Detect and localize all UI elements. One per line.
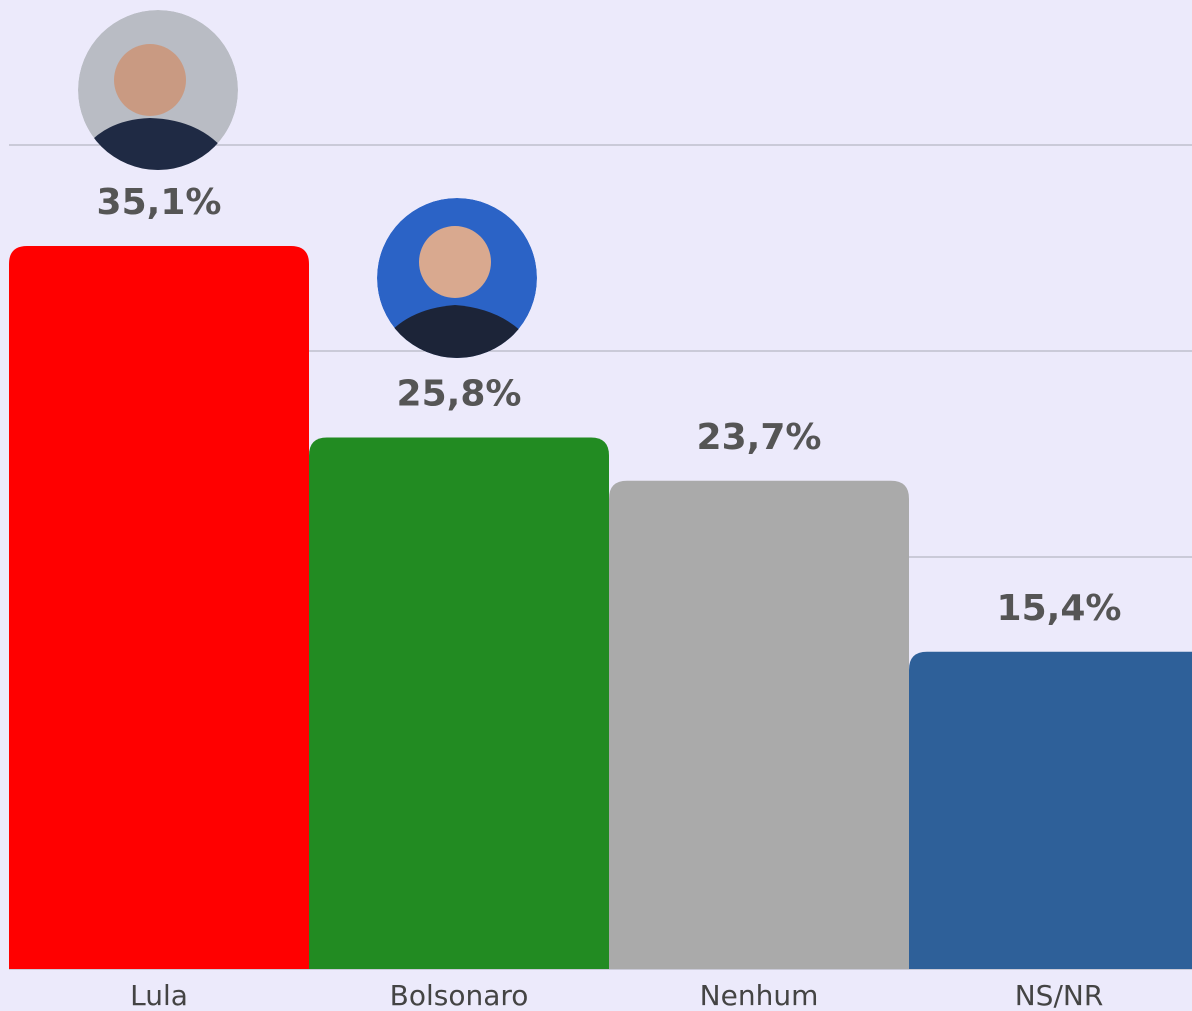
page: 35,1% Lula 25,8% Bolsonaro 23,7% Nenhum 15,4% N… <box>0 0 1192 1011</box>
value-label: 25,8% <box>397 374 522 415</box>
chart: 35,1% Lula 25,8% Bolsonaro 23,7% Nenhum 15,4% N… <box>0 0 1192 1011</box>
x-tick-label: Nenhum <box>700 979 819 1011</box>
photo-face <box>114 44 186 116</box>
bar <box>609 481 909 969</box>
photo-lula <box>70 10 240 175</box>
photo-bolsonaro <box>370 198 545 365</box>
bar <box>9 246 309 969</box>
bar <box>309 438 609 969</box>
x-tick-label: Bolsonaro <box>390 979 529 1011</box>
x-tick-label: Lula <box>130 979 188 1011</box>
x-tick-label: NS/NR <box>1015 979 1104 1011</box>
value-label: 23,7% <box>697 417 822 458</box>
photo-face <box>419 226 491 298</box>
bar <box>909 652 1192 969</box>
value-label: 35,1% <box>97 182 222 223</box>
value-label: 15,4% <box>997 588 1122 629</box>
